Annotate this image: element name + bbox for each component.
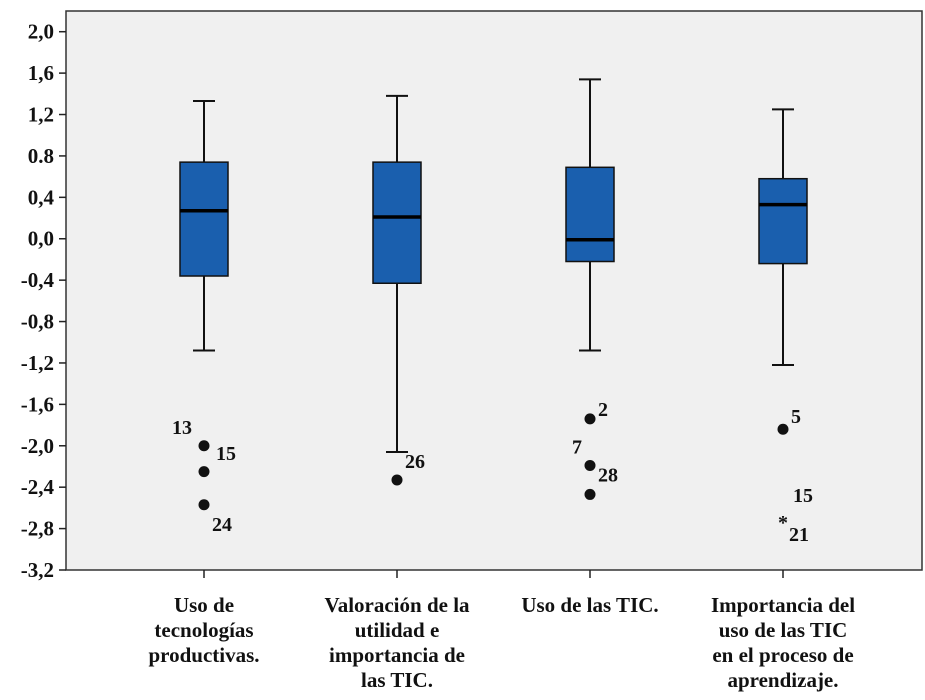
outlier-label: 2 xyxy=(598,399,608,421)
box-iqr xyxy=(372,161,422,285)
y-tick-label: 1,6 xyxy=(28,61,54,85)
outlier-label: 15 xyxy=(216,443,236,465)
box-iqr xyxy=(758,177,808,265)
y-tick-label: -1,6 xyxy=(21,392,54,416)
category-label: Valoración de la xyxy=(324,593,470,617)
outlier-label: 28 xyxy=(598,464,618,486)
category-label: productivas. xyxy=(148,643,259,667)
category-label: utilidad e xyxy=(355,618,440,642)
category-label: Importancia del xyxy=(711,593,855,617)
outlier-point xyxy=(391,474,403,486)
outlier-point xyxy=(584,488,596,500)
y-tick-label: -1,2 xyxy=(21,351,54,375)
outlier-point xyxy=(584,459,596,471)
category-label: aprendizaje. xyxy=(727,668,838,692)
y-tick-label: -2,8 xyxy=(21,517,54,541)
outlier-point xyxy=(198,440,210,452)
outlier-label: 15 xyxy=(793,485,813,507)
outlier-label: 5 xyxy=(791,406,801,428)
outlier-label: 24 xyxy=(212,514,232,536)
y-tick-label: -0,4 xyxy=(21,268,55,292)
outlier-label: 13 xyxy=(172,417,192,439)
y-tick-label: 2,0 xyxy=(28,20,54,44)
category-label: Uso de las TIC. xyxy=(521,593,658,617)
outlier-point xyxy=(198,466,210,478)
category-label: uso de las TIC xyxy=(719,618,848,642)
y-tick-label: 0,4 xyxy=(28,185,55,209)
y-tick-label: -3,2 xyxy=(21,558,54,582)
y-tick-label: -2,0 xyxy=(21,434,54,458)
y-tick-label: -0,8 xyxy=(21,310,54,334)
category-label: Uso de xyxy=(174,593,234,617)
category-label: tecnologías xyxy=(154,618,253,642)
category-label: en el proceso de xyxy=(712,643,853,667)
outlier-label: 7 xyxy=(572,436,582,458)
box-iqr xyxy=(179,161,229,277)
category-label: importancia de xyxy=(329,643,465,667)
outlier-point xyxy=(584,413,596,425)
outlier-label: 26 xyxy=(405,451,425,473)
category-label: las TIC. xyxy=(361,668,433,692)
extreme-outlier-marker: * xyxy=(778,512,788,534)
outlier-point xyxy=(198,499,210,511)
outlier-label: 21 xyxy=(789,524,809,546)
y-tick-label: 0,0 xyxy=(28,227,54,251)
outlier-point xyxy=(777,423,789,435)
y-tick-label: 1,2 xyxy=(28,103,54,127)
y-tick-label: -2,4 xyxy=(21,475,55,499)
y-tick-label: 0.8 xyxy=(28,144,54,168)
box-iqr xyxy=(565,166,615,263)
plot-area xyxy=(65,10,923,571)
